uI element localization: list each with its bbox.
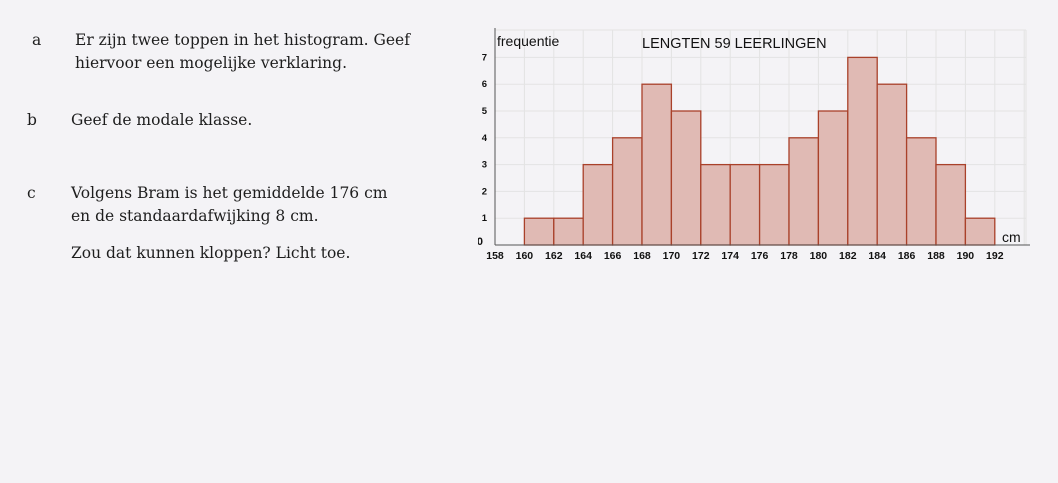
question-a-text: Er zijn twee toppen in het histogram. Ge… (75, 29, 410, 75)
axes: 0 1 2 3 4 5 6 7 158 160 162 164 166 168 170 172 174 176 17… (478, 28, 1030, 262)
histogram-bar (876, 83, 908, 246)
question-a-line-2: hiervoor een mogelijke verklaring. (75, 54, 347, 72)
x-tick-label: 186 (898, 250, 916, 262)
histogram-bar (847, 56, 878, 246)
question-letter-c: c (27, 184, 36, 202)
y-tick-label: 7 (482, 52, 487, 63)
x-tick-label: 170 (663, 250, 681, 262)
x-axis-label: cm (1002, 229, 1021, 245)
histogram-bar (523, 217, 555, 246)
x-tick-label: 182 (839, 250, 857, 262)
histogram-bar (758, 163, 790, 246)
x-tick-label: 160 (516, 250, 534, 262)
y-tick-label: 2 (482, 186, 487, 197)
question-c-line-3: Zou dat kunnen kloppen? Licht toe. (71, 244, 351, 262)
x-tick-label: 192 (986, 250, 1004, 262)
x-tick-label: 190 (957, 250, 975, 262)
y-tick-label: 1 (482, 213, 488, 224)
x-tick-label: 184 (868, 250, 886, 262)
chart-title: LENGTEN 59 LEERLINGEN (642, 36, 827, 52)
question-b-line-1: Geef de modale klasse. (71, 111, 253, 129)
x-tick-label: 158 (486, 250, 504, 262)
x-tick-label: 166 (604, 250, 622, 262)
y-axis-label: frequentie (497, 33, 559, 49)
x-tick-label: 172 (692, 250, 710, 262)
question-a-line-1: Er zijn twee toppen in het histogram. Ge… (75, 31, 410, 49)
x-tick-label: 188 (927, 250, 945, 262)
question-c-text: Volgens Bram is het gemiddelde 176 cm en… (71, 182, 387, 265)
y-tick-label: 0 (478, 236, 483, 248)
x-tick-label: 176 (751, 250, 769, 262)
histogram-bar (964, 217, 996, 246)
histogram-chart: 0 1 2 3 4 5 6 7 158 160 162 164 166 168 170 172 174 176 17… (478, 28, 1030, 262)
histogram-bar (817, 110, 849, 246)
y-tick-label: 6 (482, 79, 487, 90)
bars (523, 56, 996, 246)
x-tick-label: 162 (545, 250, 563, 262)
histogram-bar (905, 137, 937, 246)
histogram-bar (935, 163, 967, 246)
question-b-text: Geef de modale klasse. (71, 109, 252, 132)
x-tick-label: 164 (574, 250, 592, 262)
histogram-bar (641, 83, 673, 246)
histogram-bar (611, 137, 643, 246)
question-c-line-1: Volgens Bram is het gemiddelde 176 cm (71, 184, 388, 202)
x-tick-label: 168 (633, 250, 651, 262)
histogram-bar (700, 163, 731, 246)
histogram-bar (729, 163, 761, 246)
y-tick-label: 4 (482, 133, 488, 144)
y-tick-label: 5 (482, 106, 488, 117)
y-tick-label: 3 (482, 160, 487, 171)
x-tick-label: 180 (810, 250, 828, 262)
question-letter-b: b (27, 111, 37, 129)
histogram-bar (788, 137, 820, 246)
x-tick-label: 174 (721, 250, 739, 262)
x-tick-label: 178 (780, 250, 798, 262)
question-c-line-2: en de standaardafwijking 8 cm. (71, 207, 319, 225)
histogram-bar (582, 163, 614, 246)
histogram-bar (553, 217, 584, 246)
histogram-bar (670, 110, 702, 246)
question-letter-a: a (32, 31, 42, 49)
